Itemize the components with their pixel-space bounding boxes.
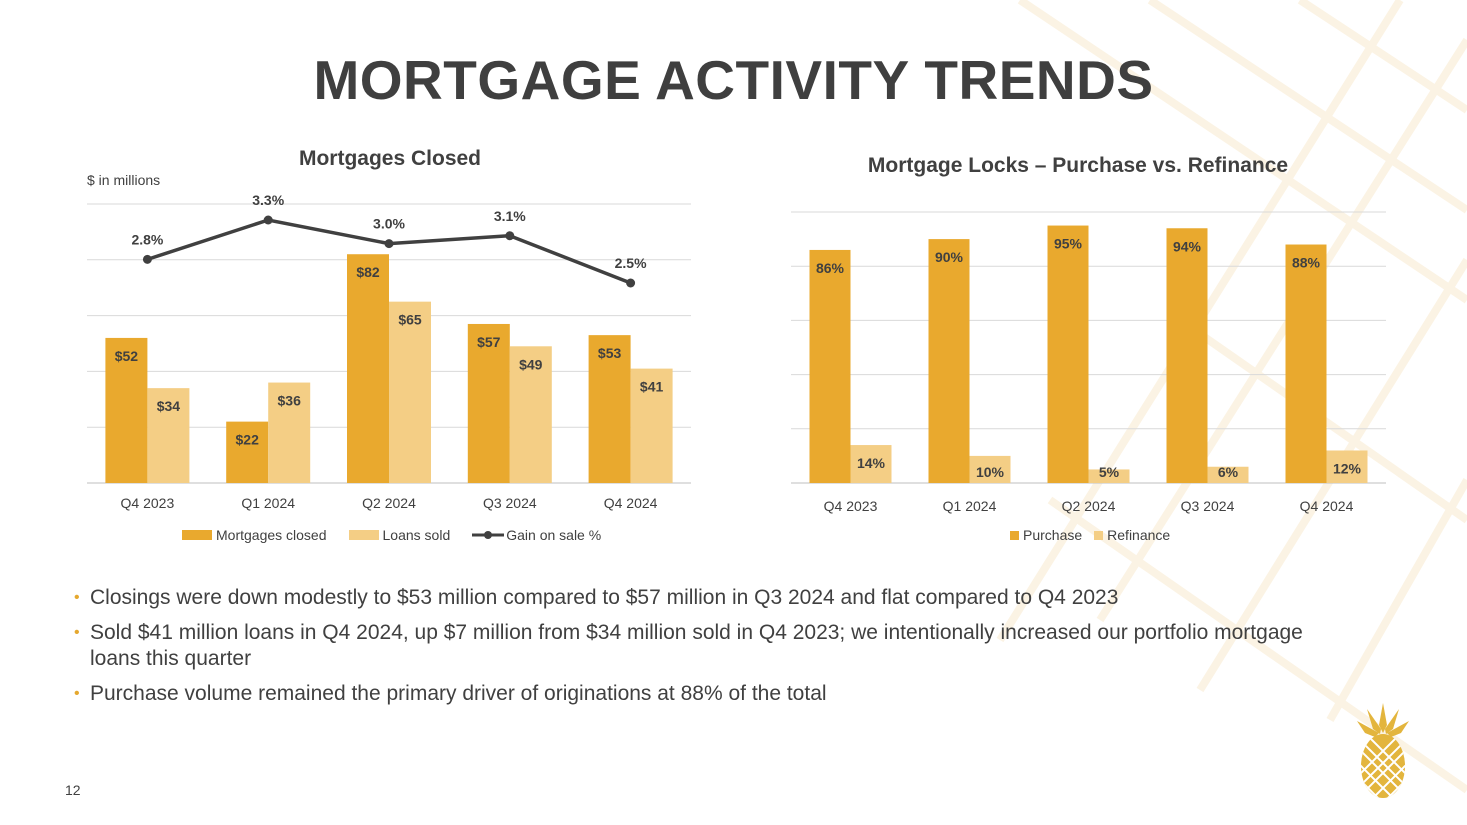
data-label: $22: [236, 432, 260, 448]
line-point: [505, 231, 515, 241]
x-tick-label: Q2 2024: [362, 495, 416, 511]
bar-refinance: [1326, 450, 1368, 483]
legend-swatch: [1094, 530, 1104, 540]
x-tick-label: Q1 2024: [943, 498, 997, 514]
bar-refinance: [1088, 469, 1130, 483]
line-data-label: 3.0%: [373, 216, 405, 232]
legend-mortgages-closed: Mortgages closed Loans sold Gain on sale…: [182, 527, 623, 543]
bar-mortgages-closed: [105, 337, 148, 483]
bullet-dot-icon: •: [74, 624, 80, 641]
data-label: $34: [157, 398, 181, 414]
legend-label: Loans sold: [382, 527, 451, 543]
line-data-label: 3.1%: [494, 208, 526, 224]
bullet-text: Sold $41 million loans in Q4 2024, up $7…: [90, 621, 1303, 670]
x-tick-label: Q2 2024: [1062, 498, 1116, 514]
page-title: MORTGAGE ACTIVITY TRENDS: [313, 49, 1154, 111]
data-label: $53: [598, 345, 622, 361]
page-number: 12: [65, 782, 81, 798]
bar-mortgages-closed: [467, 323, 510, 483]
x-tick-label: Q3 2024: [483, 495, 537, 511]
line-point: [142, 254, 152, 264]
bar-purchase: [809, 249, 851, 483]
bullet-text: Closings were down modestly to $53 milli…: [90, 586, 1119, 609]
bar-mortgages-closed: [588, 335, 631, 483]
bullet-item: • Purchase volume remained the primary dr…: [74, 681, 1334, 707]
chart-title-mortgages-closed: Mortgages Closed: [298, 147, 482, 170]
x-tick-label: Q4 2023: [121, 495, 175, 511]
data-label: $49: [519, 356, 543, 372]
bar-loans-sold: [389, 301, 431, 483]
legend-label: Gain on sale %: [506, 527, 602, 543]
line-data-label: 3.3%: [252, 192, 284, 208]
bullet-dot-icon: •: [74, 685, 80, 702]
line-data-label: 2.5%: [615, 255, 647, 271]
bar-mortgages-closed: [226, 421, 269, 483]
bar-loans-sold: [630, 368, 673, 483]
data-label: $82: [356, 264, 380, 280]
bar-refinance: [850, 445, 892, 483]
legend-item-purchase: Purchase: [1010, 527, 1082, 543]
bar-refinance: [1207, 466, 1249, 483]
bar-loans-sold: [268, 382, 311, 483]
data-label: 88%: [1292, 255, 1321, 271]
bar-mortgages-closed: [347, 254, 389, 483]
bullet-item: • Closings were down modestly to $53 mill…: [74, 585, 1334, 611]
chart-title-mortgage-locks: Mortgage Locks – Purchase vs. Refinance: [867, 154, 1289, 177]
data-label: 86%: [816, 260, 845, 276]
data-label: 10%: [976, 464, 1005, 480]
unit-label: $ in millions: [87, 172, 161, 188]
data-label: 6%: [1218, 464, 1239, 480]
bar-purchase: [1047, 225, 1089, 484]
x-tick-label: Q1 2024: [241, 495, 295, 511]
data-label: $52: [115, 348, 139, 364]
legend-swatch: [348, 530, 379, 540]
summary-bullets: • Closings were down modestly to $53 mill…: [74, 585, 1334, 716]
bar-loans-sold: [509, 346, 552, 483]
data-label: 90%: [935, 249, 964, 265]
x-tick-label: Q4 2024: [1300, 498, 1354, 514]
legend-mortgage-locks: Purchase Refinance: [1010, 527, 1192, 543]
data-label: 14%: [857, 455, 886, 471]
x-tick-label: Q3 2024: [1181, 498, 1235, 514]
data-label: $65: [398, 312, 422, 328]
legend-item-loans-sold: Loans sold: [348, 527, 451, 543]
data-label: 95%: [1054, 236, 1083, 252]
legend-item-mortgages-closed: Mortgages closed: [182, 527, 327, 543]
legend-label: Purchase: [1023, 527, 1083, 543]
legend-swatch: [182, 530, 212, 540]
x-tick-label: Q4 2023: [824, 498, 878, 514]
data-label: 94%: [1173, 238, 1202, 254]
bar-loans-sold: [147, 388, 190, 483]
legend-line-swatch: [472, 531, 505, 539]
x-tick-label: Q4 2024: [604, 495, 658, 511]
legend-item-gain-on-sale: Gain on sale %: [472, 527, 601, 543]
bar-purchase: [1285, 244, 1327, 483]
legend-item-refinance: Refinance: [1094, 527, 1170, 543]
line-point: [626, 278, 636, 288]
data-label: $41: [640, 379, 664, 395]
bullet-item: • Sold $41 million loans in Q4 2024, up $…: [74, 620, 1334, 672]
bullet-dot-icon: •: [74, 589, 80, 606]
data-label: $57: [477, 334, 501, 350]
bar-purchase: [1166, 228, 1208, 483]
pineapple-icon: [1357, 703, 1409, 798]
bar-purchase: [928, 239, 970, 483]
legend-label: Refinance: [1107, 527, 1171, 543]
line-data-label: 2.8%: [131, 231, 163, 247]
data-label: 5%: [1099, 464, 1120, 480]
legend-label: Mortgages closed: [216, 527, 327, 543]
legend-swatch: [1010, 530, 1019, 540]
bullet-text: Purchase volume remained the primary dri…: [90, 682, 827, 705]
data-label: 12%: [1333, 460, 1362, 476]
line-point: [384, 239, 394, 249]
data-label: $36: [278, 393, 302, 409]
bar-refinance: [969, 455, 1011, 483]
line-point: [263, 215, 273, 225]
